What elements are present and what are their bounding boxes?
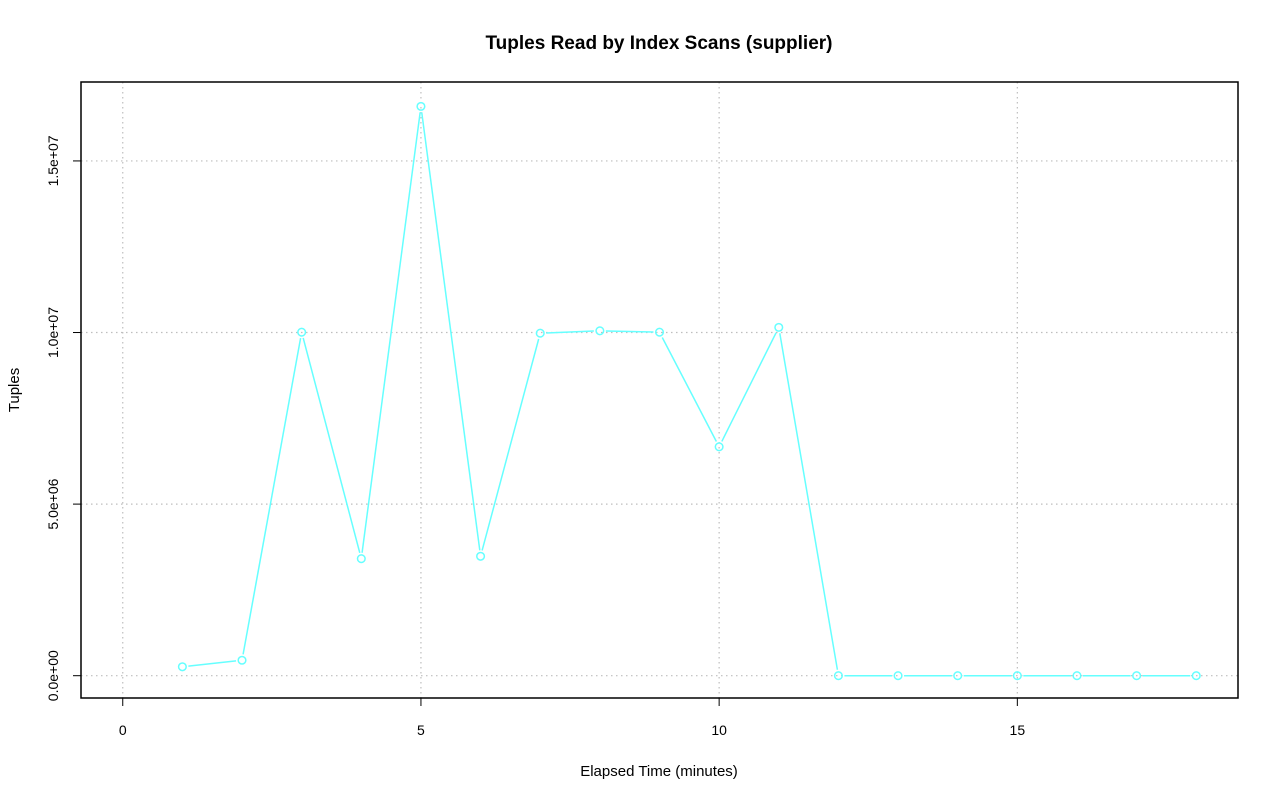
data-point	[893, 671, 903, 681]
x-tick-label: 0	[119, 722, 127, 738]
data-point	[1072, 671, 1082, 681]
chart-title: Tuples Read by Index Scans (supplier)	[485, 33, 832, 54]
data-point	[535, 328, 545, 338]
series-line-segment	[361, 112, 421, 553]
series-line-segment	[605, 330, 654, 333]
data-point	[237, 655, 247, 665]
grid-lines	[81, 82, 1238, 698]
y-axis-label: Tuples	[6, 368, 23, 412]
data-point	[714, 442, 724, 452]
data-point	[833, 671, 843, 681]
y-tick-label: 0.0e+00	[45, 650, 61, 701]
series-line-segment	[188, 660, 237, 667]
data-point	[953, 671, 963, 681]
y-axis: 0.0e+00 5.0e+06 1.0e+07 1.5e+07	[45, 135, 81, 701]
series-line-segment	[420, 112, 481, 551]
data-point	[356, 554, 366, 564]
data-point	[1132, 671, 1142, 681]
data-point	[416, 101, 426, 111]
x-axis-label: Elapsed Time (minutes)	[580, 763, 738, 780]
series-line-segment	[242, 337, 302, 655]
series-line-segment	[779, 333, 839, 670]
data-point	[654, 327, 665, 337]
plot-frame	[80, 81, 1239, 699]
y-tick-label: 5.0e+06	[45, 478, 61, 529]
y-tick-label: 1.5e+07	[45, 135, 61, 186]
series-line-segment	[721, 332, 777, 442]
x-tick-label: 10	[711, 722, 727, 738]
series-line-segment	[546, 330, 594, 334]
data-point	[297, 327, 307, 337]
y-tick-label: 1.0e+07	[45, 307, 61, 358]
data-point	[1012, 671, 1022, 681]
series-layer	[177, 101, 1201, 681]
data-point	[774, 322, 784, 332]
x-tick-label: 15	[1010, 722, 1026, 738]
x-tick-label: 5	[417, 722, 425, 738]
series-line-segment	[661, 337, 718, 442]
series-line-segment	[481, 338, 540, 551]
data-point	[177, 662, 187, 672]
x-axis: 0 5 10 15	[119, 698, 1025, 738]
series-line-segment	[302, 337, 361, 554]
data-point	[1191, 671, 1201, 681]
data-point	[595, 326, 605, 336]
data-point	[476, 551, 486, 561]
